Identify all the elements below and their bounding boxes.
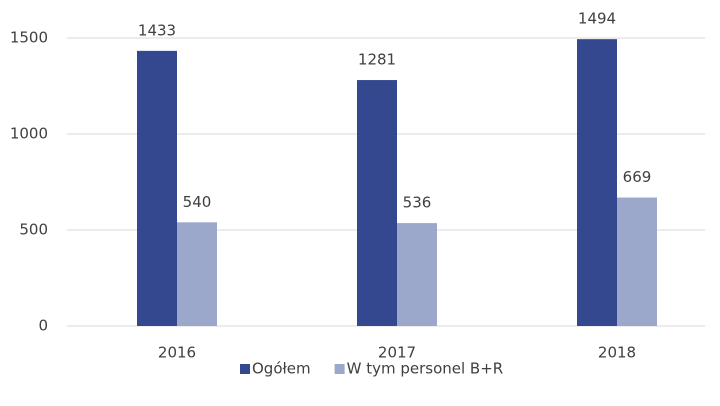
bar [137,50,177,326]
bar [177,222,217,326]
data-label: 1281 [358,51,396,69]
data-label: 1433 [138,21,176,39]
bar [577,39,617,326]
y-tick-label: 1500 [10,29,48,47]
y-tick-label: 1000 [10,125,48,143]
data-label: 1494 [578,10,616,28]
data-label: 540 [183,193,212,211]
bar [617,197,657,326]
x-tick-label: 2018 [598,344,636,362]
legend-swatch [240,364,250,374]
data-label: 669 [623,168,652,186]
y-tick-label: 500 [19,221,48,239]
legend-label: W tym personel B+R [347,360,504,378]
legend-swatch [334,364,345,374]
x-tick-label: 2017 [378,344,416,362]
bar [357,80,397,326]
bar [397,223,437,326]
x-tick-label: 2016 [158,344,196,362]
legend-label: Ogółem [252,360,311,378]
data-label: 536 [403,194,432,212]
y-tick-label: 0 [38,317,48,335]
